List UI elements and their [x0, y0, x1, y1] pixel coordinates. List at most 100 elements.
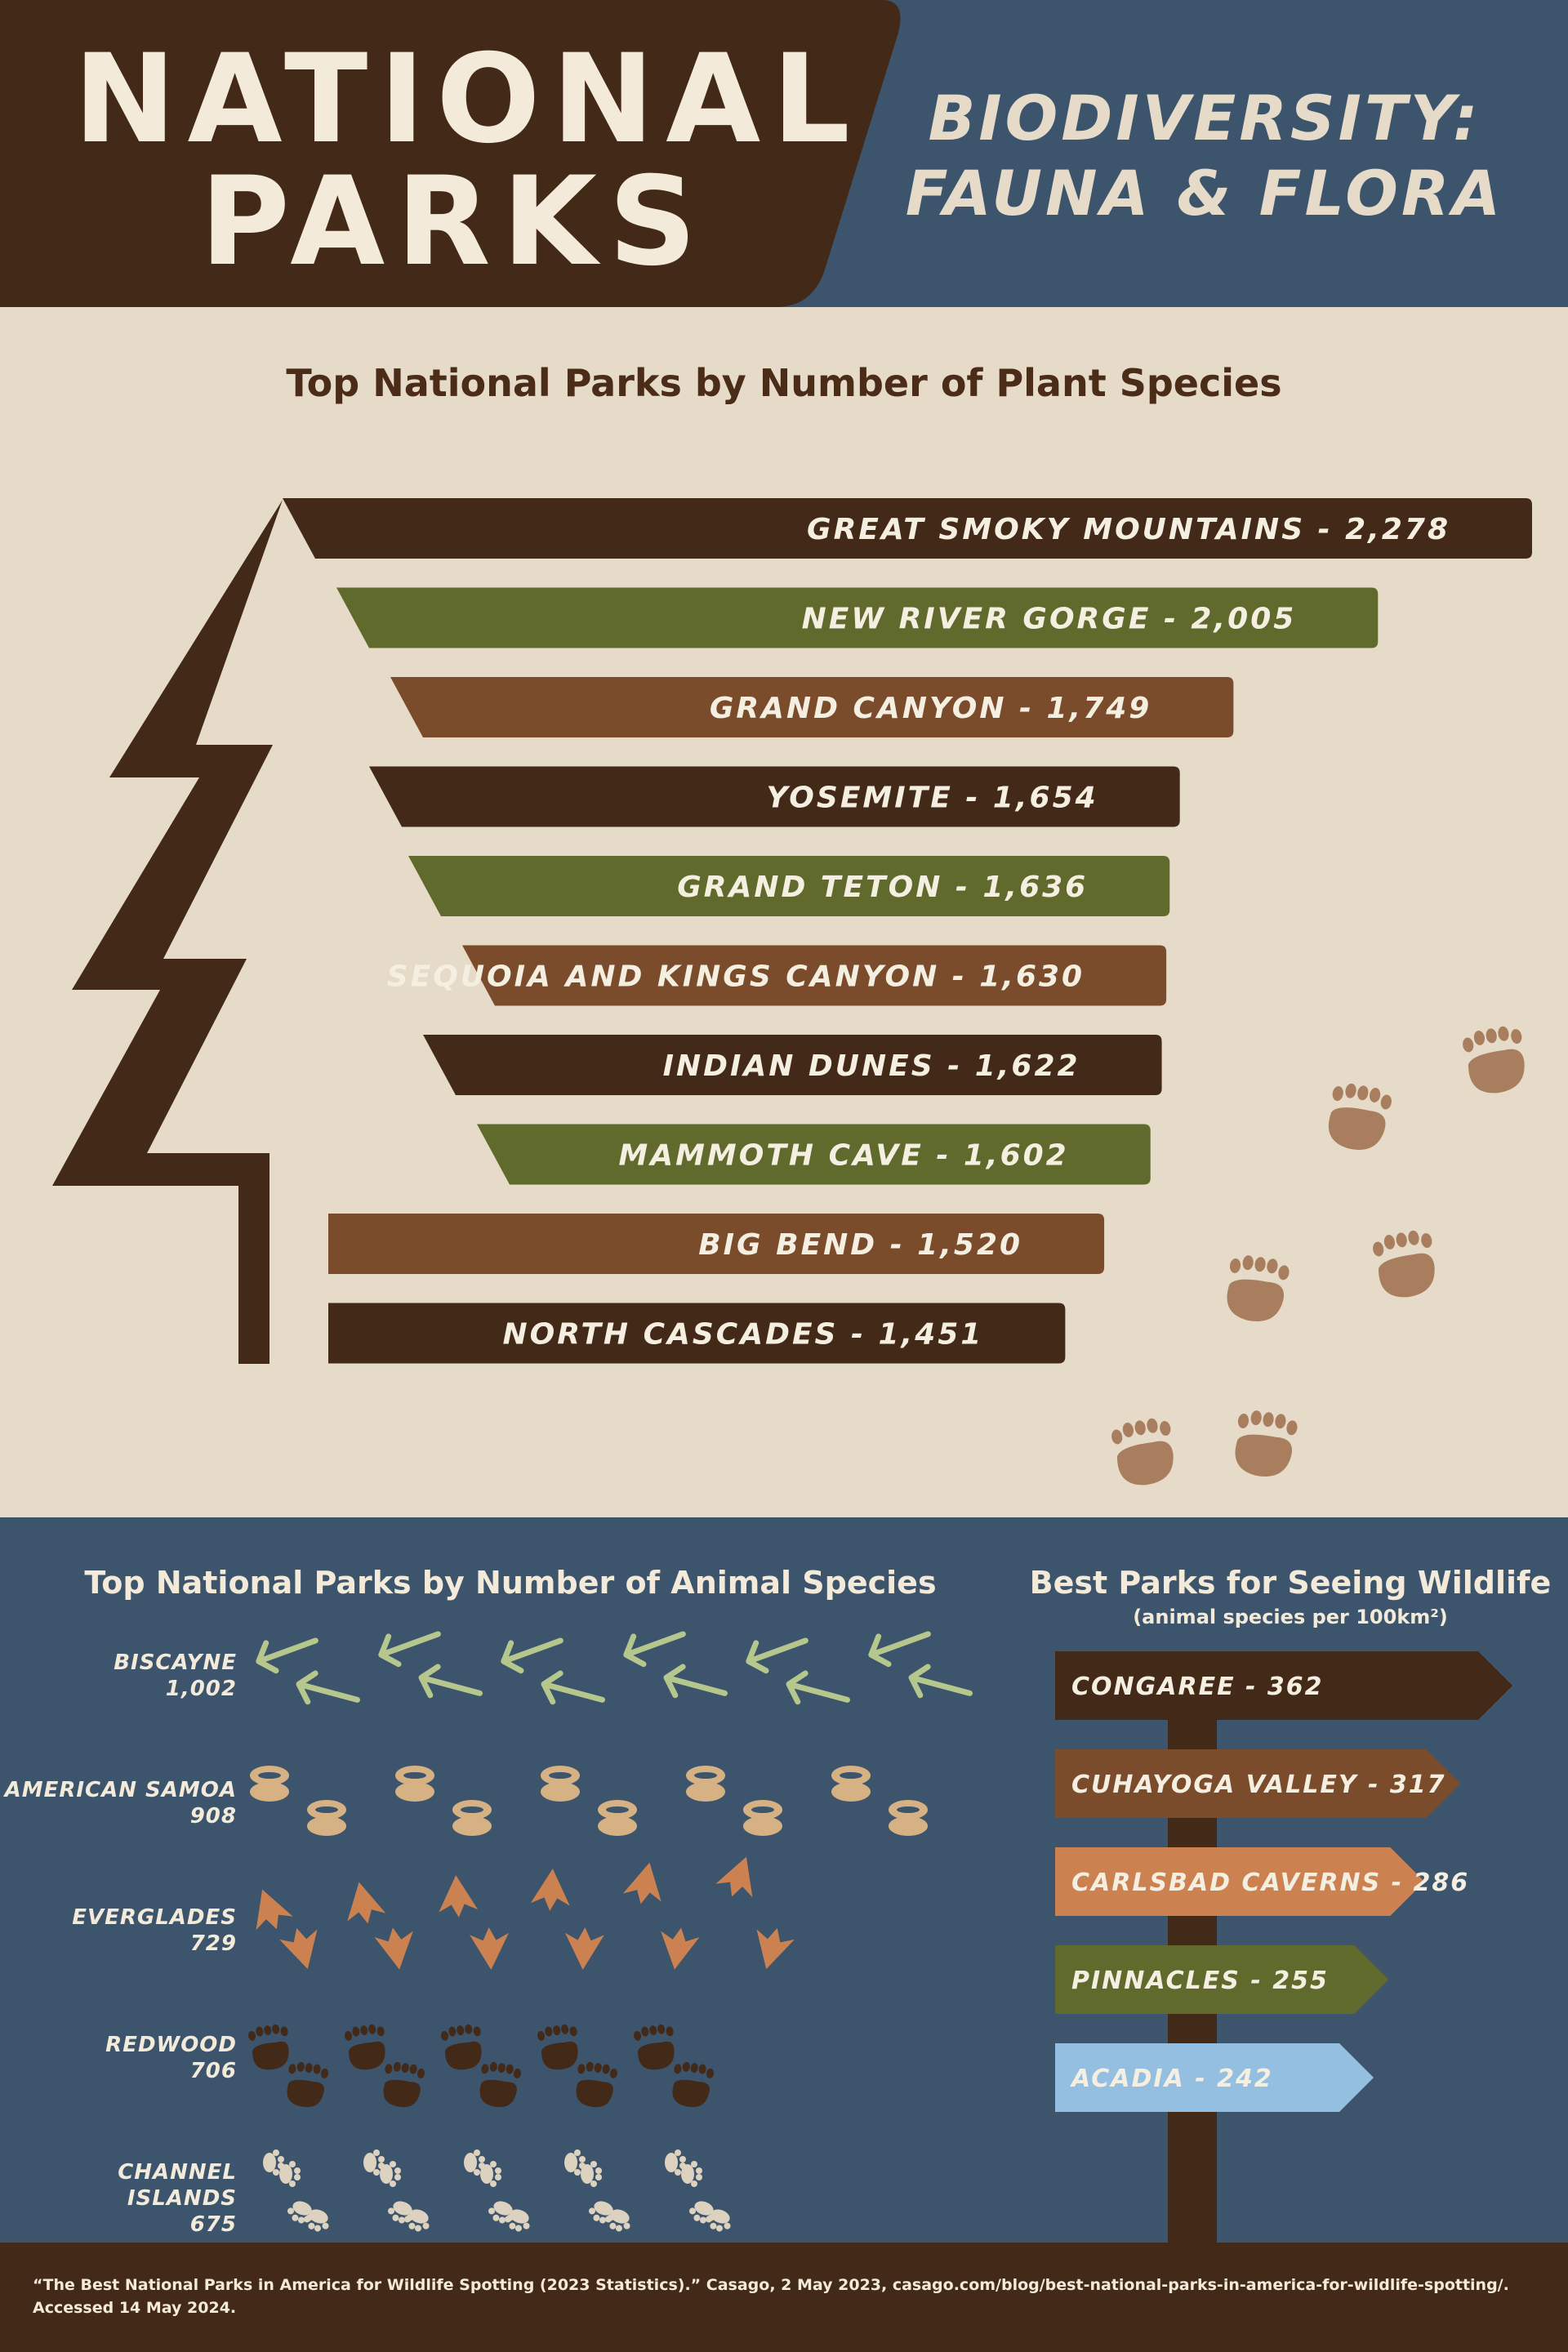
- small-track-icon: [480, 2161, 501, 2187]
- plant-bar: [477, 1124, 1151, 1185]
- small-track-icon: [363, 2149, 385, 2176]
- wildlife-chart-title: Best Parks for Seeing Wildlife: [1029, 1565, 1552, 1601]
- bird-track-icon: [746, 1637, 808, 1674]
- animal-row-channel-islands: CHANNEL ISLANDS 675: [0, 2159, 237, 2238]
- plant-bar-label: GRAND CANYON - 1,749: [710, 692, 1152, 725]
- plant-bar-label: NEW RIVER GORGE - 2,005: [802, 603, 1297, 636]
- subtitle-biodiversity: BIODIVERSITY:: [928, 82, 1481, 154]
- plant-bar: [390, 677, 1234, 737]
- tree-outline: [52, 500, 283, 1364]
- small-track-icon: [303, 2209, 329, 2232]
- small-track-icon: [279, 2161, 301, 2187]
- animal-park-name: BISCAYNE: [114, 1650, 237, 1675]
- bird-track-icon: [501, 1637, 564, 1674]
- small-track-icon: [380, 2161, 401, 2187]
- header: NATIONAL PARKS BIODIVERSITY: FAUNA & FLO…: [0, 0, 1568, 307]
- plant-bar: [328, 1303, 1066, 1364]
- animal-park-name: AMERICAN SAMOA: [4, 1778, 237, 1802]
- bear-paw-icon: [1463, 1026, 1525, 1094]
- hoof-print-icon: [743, 1800, 782, 1836]
- animal-park-name: EVERGLADES: [72, 1905, 237, 1930]
- animal-row-american-samoa: AMERICAN SAMOA 908: [0, 1777, 237, 1829]
- webbed-foot-icon: [256, 1889, 293, 1931]
- hoof-print-icon: [831, 1766, 871, 1802]
- wildlife-sign: [1055, 1847, 1425, 1916]
- plant-bar: [336, 587, 1379, 648]
- wildlife-sign-label: PINNACLES - 255: [1071, 1967, 1329, 1995]
- webbed-foot-icon: [439, 1875, 479, 1918]
- animal-park-count: 729: [189, 1931, 237, 1956]
- webbed-foot-icon: [756, 1927, 795, 1970]
- animal-park-count: 706: [189, 2059, 237, 2083]
- bear-paw-icon: [479, 2061, 522, 2108]
- bear-paw-icon: [576, 2061, 618, 2108]
- plant-chart: GREAT SMOKY MOUNTAINS - 2,278 NEW RIVER G…: [52, 498, 1532, 1486]
- bird-track-icon: [786, 1670, 851, 1705]
- hoof-print-icon: [452, 1800, 492, 1836]
- wildlife-sign-label: CUHAYOGA VALLEY - 317: [1071, 1771, 1446, 1799]
- small-track-icon: [681, 2161, 702, 2187]
- bird-track-icon: [296, 1670, 361, 1705]
- webbed-foot-icon: [715, 1856, 753, 1898]
- webbed-foot-icon: [374, 1927, 413, 1970]
- small-track-icon: [504, 2209, 530, 2232]
- animal-park-name: CHANNEL ISLANDS: [118, 2160, 237, 2211]
- bear-paw-icon: [537, 2024, 578, 2070]
- footer: “The Best National Parks in America for …: [0, 2243, 1568, 2352]
- webbed-foot-icon: [661, 1927, 700, 1970]
- hoof-print-icon: [598, 1800, 637, 1836]
- bear-paw-icon: [1111, 1418, 1174, 1486]
- bird-track-icon: [623, 1631, 686, 1668]
- hoof-print-icon: [686, 1766, 725, 1802]
- wildlife-sign: [1055, 1945, 1389, 2014]
- bird-track-icon: [256, 1637, 318, 1674]
- webbed-foot-icon: [564, 1927, 604, 1970]
- subtitle-fauna-flora: FAUNA & FLORA: [905, 157, 1504, 229]
- plant-bar-label: SEQUOIA AND KINGS CANYON - 1,630: [387, 960, 1085, 994]
- logo-parks: PARKS: [200, 151, 709, 293]
- wildlife-sign: [1055, 1749, 1461, 1818]
- small-track-icon: [705, 2209, 731, 2232]
- plant-bar: [283, 498, 1532, 559]
- bear-paw-icon: [672, 2061, 715, 2108]
- bear-paw-icon: [247, 2024, 289, 2070]
- plant-bar: [328, 1214, 1105, 1274]
- webbed-foot-icon: [622, 1862, 662, 1904]
- wildlife-sign: [1055, 1651, 1512, 1720]
- animal-section: Top National Parks by Number of Animal S…: [0, 1517, 1568, 2243]
- bird-track-icon: [868, 1631, 931, 1668]
- bird-track-icon: [541, 1670, 606, 1705]
- small-track-icon: [564, 2149, 586, 2176]
- plant-bar: [369, 766, 1180, 827]
- hoof-print-icon: [250, 1766, 289, 1802]
- small-track-icon: [581, 2161, 602, 2187]
- animal-park-name: REDWOOD: [105, 2033, 237, 2057]
- animal-and-wildlife-charts: CONGAREE - 362 CUHAYOGA VALLEY - 317 CARLS…: [247, 1631, 1512, 2243]
- bear-paw-icon: [1373, 1230, 1435, 1298]
- plant-bar-label: BIG BEND - 1,520: [698, 1228, 1022, 1262]
- bear-paw-icon: [287, 2061, 329, 2108]
- plant-bar-label: GREAT SMOKY MOUNTAINS - 2,278: [807, 513, 1450, 546]
- animal-park-count: 1,002: [165, 1677, 237, 1701]
- logo-national: NATIONAL: [74, 29, 862, 171]
- small-track-icon: [688, 2201, 715, 2224]
- wildlife-sign-label: ACADIA - 242: [1070, 2065, 1273, 2093]
- webbed-foot-icon: [530, 1869, 570, 1911]
- hoof-print-icon: [395, 1766, 434, 1802]
- hoof-print-icon: [889, 1800, 928, 1836]
- source-citation: “The Best National Parks in America for …: [33, 2276, 1509, 2317]
- plant-bar-label: MAMMOTH CAVE - 1,602: [618, 1139, 1068, 1173]
- bird-track-icon: [908, 1664, 973, 1699]
- animal-chart-title: Top National Parks by Number of Animal S…: [84, 1565, 937, 1601]
- bear-paw-icon: [383, 2061, 425, 2108]
- bear-paw-icon: [344, 2024, 385, 2070]
- plant-bar: [423, 1035, 1162, 1095]
- bear-paw-icon: [633, 2024, 675, 2070]
- small-track-icon: [604, 2209, 630, 2232]
- hoof-print-icon: [307, 1800, 346, 1836]
- plant-bar-label: NORTH CASCADES - 1,451: [503, 1318, 984, 1352]
- animal-park-count: 908: [189, 1804, 237, 1829]
- logo-panel: [0, 0, 901, 307]
- hoof-print-icon: [541, 1766, 580, 1802]
